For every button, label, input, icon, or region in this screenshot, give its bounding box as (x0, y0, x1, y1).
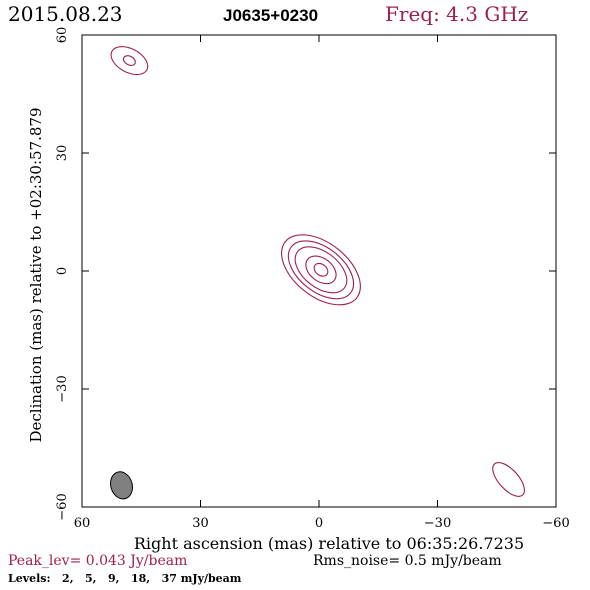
contour-1-level-2 (110, 46, 149, 76)
y-tick-label: 0 (55, 267, 70, 275)
contour-0-level-18 (305, 255, 337, 285)
contour-levels: Levels: 2, 5, 9, 18, 37 mJy/beam (8, 572, 242, 585)
y-axis-title: Declination (mas) relative to +02:30:57.… (27, 107, 45, 442)
rms-noise: Rms_noise= 0.5 mJy/beam (313, 553, 502, 569)
x-tick-label: 30 (192, 516, 209, 531)
y-tick-label: −60 (55, 493, 70, 520)
x-tick-label: 0 (315, 516, 323, 531)
y-tick-label: 30 (55, 145, 70, 162)
peak-level: Peak_lev= 0.043 Jy/beam (8, 553, 188, 569)
source-name: J0635+0230 (223, 6, 319, 25)
contour-2-level-2 (492, 462, 525, 497)
plot-frame (81, 34, 557, 508)
x-tick-label: −30 (424, 516, 451, 531)
x-tick-label: −60 (542, 516, 569, 531)
contour-0-level-37 (313, 262, 329, 277)
y-tick-label: 60 (55, 27, 70, 44)
contour-1-level-5 (122, 55, 136, 66)
contour-0-level-2 (281, 234, 361, 306)
frequency-label: Freq: 4.3 GHz (385, 2, 529, 26)
contour-0-level-5 (287, 240, 355, 300)
x-tick-label: 60 (74, 516, 91, 531)
restoring-beam (110, 471, 133, 500)
y-tick-label: −30 (55, 375, 70, 402)
observation-date: 2015.08.23 (8, 2, 123, 26)
x-axis-title: Right ascension (mas) relative to 06:35:… (134, 534, 524, 553)
contour-0-level-9 (294, 246, 348, 294)
